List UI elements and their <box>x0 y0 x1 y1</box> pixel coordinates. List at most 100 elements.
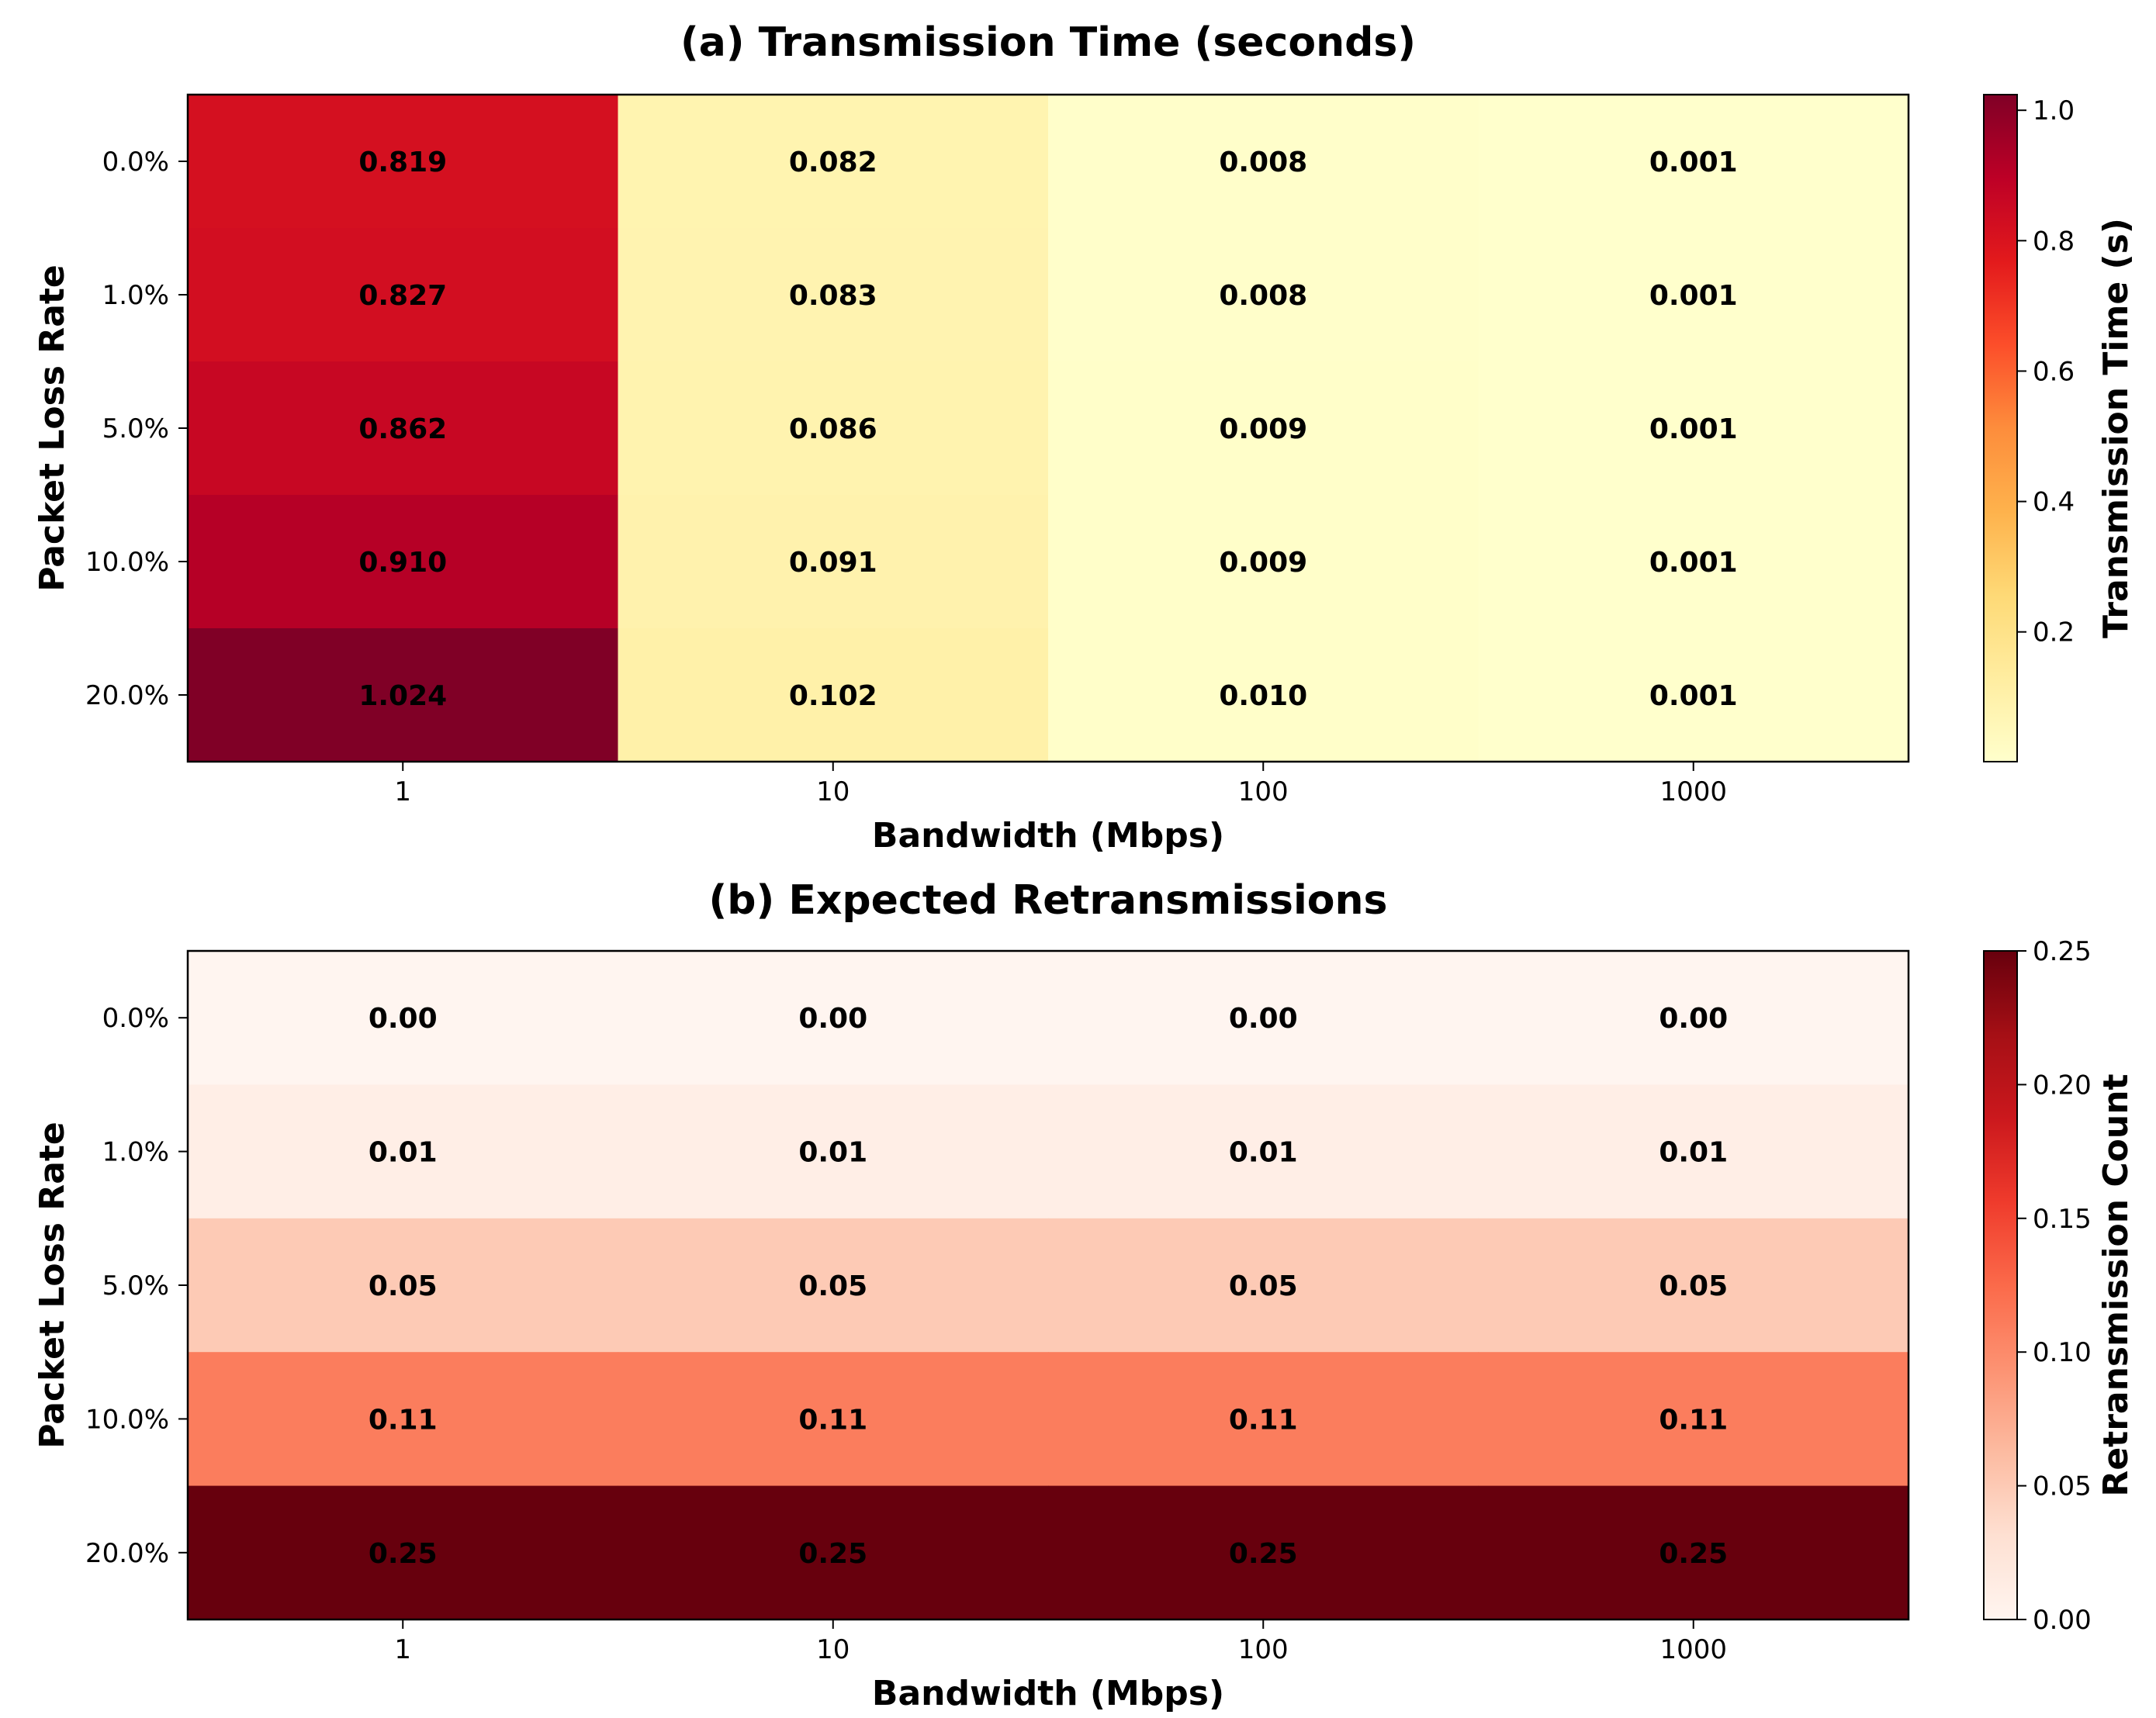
heatmap-cell <box>618 228 1049 362</box>
cell-value-label: 0.00 <box>1659 1003 1728 1035</box>
cell-value-label: 0.009 <box>1219 547 1307 579</box>
cell-value-label: 0.05 <box>1659 1270 1728 1302</box>
chart-title: (b) Expected Retransmissions <box>709 877 1388 924</box>
cell-value-label: 0.00 <box>1229 1003 1298 1035</box>
cell-value-label: 1.024 <box>358 680 447 712</box>
cell-value-label: 0.091 <box>789 547 877 579</box>
colorbar-tick-label: 0.05 <box>2033 1471 2092 1502</box>
cell-value-label: 0.010 <box>1219 680 1307 712</box>
colorbar-tick-label: 0.6 <box>2033 356 2075 387</box>
colorbar-tick-label: 1.0 <box>2033 95 2075 126</box>
heatmap-cell <box>1478 1352 1909 1487</box>
x-tick-label: 10 <box>816 1634 850 1665</box>
cell-value-label: 0.05 <box>798 1270 867 1302</box>
cell-value-label: 0.00 <box>369 1003 438 1035</box>
heatmap-cell <box>618 1352 1049 1487</box>
cell-value-label: 0.001 <box>1649 147 1738 178</box>
cell-value-label: 0.11 <box>1659 1404 1728 1436</box>
x-axis-label: Bandwidth (Mbps) <box>872 816 1224 856</box>
colorbar-tick-label: 0.8 <box>2033 226 2075 257</box>
colorbar <box>1983 950 2018 1620</box>
cell-value-label: 0.25 <box>1659 1538 1728 1570</box>
colorbar-tick-label: 0.25 <box>2033 936 2092 967</box>
x-tick-label: 1 <box>394 1634 411 1665</box>
colorbar-tick-label: 0.15 <box>2033 1204 2092 1235</box>
heatmap-cell <box>1478 228 1909 362</box>
cell-value-label: 0.083 <box>789 280 877 312</box>
cell-value-label: 0.11 <box>1229 1404 1298 1436</box>
heatmap-cell <box>188 361 619 496</box>
heatmap-cell <box>1048 1218 1479 1353</box>
cell-value-label: 0.082 <box>789 147 877 178</box>
x-tick-label: 1000 <box>1659 1634 1727 1665</box>
cell-value-label: 0.001 <box>1649 280 1738 312</box>
heatmap-cell <box>1048 361 1479 496</box>
cell-value-label: 0.05 <box>369 1270 438 1302</box>
y-axis-label: Packet Loss Rate <box>33 264 72 592</box>
heatmap-cell <box>1048 628 1479 762</box>
cell-value-label: 0.05 <box>1229 1270 1298 1302</box>
heatmap-cell <box>618 95 1049 229</box>
cell-value-label: 0.11 <box>369 1404 438 1436</box>
cell-value-label: 0.01 <box>1229 1137 1298 1169</box>
cell-value-label: 0.001 <box>1649 547 1738 579</box>
heatmap-cell <box>188 1352 619 1487</box>
y-tick-label: 0.0% <box>102 1003 169 1034</box>
y-tick-label: 10.0% <box>85 1404 169 1435</box>
heatmap-cell <box>618 361 1049 496</box>
y-tick-label: 10.0% <box>85 547 169 578</box>
cell-value-label: 0.01 <box>798 1137 867 1169</box>
heatmap-cell <box>1478 628 1909 762</box>
heatmap-cell <box>188 95 619 229</box>
colorbar-tick-label: 0.2 <box>2033 617 2075 648</box>
heatmap-cell <box>1048 951 1479 1085</box>
y-tick-label: 20.0% <box>85 1538 169 1569</box>
cell-value-label: 0.01 <box>369 1137 438 1169</box>
heatmap-cell <box>188 495 619 629</box>
heatmap-cell <box>1048 1485 1479 1620</box>
cell-value-label: 0.008 <box>1219 280 1307 312</box>
colorbar-tick-label: 0.10 <box>2033 1337 2092 1368</box>
cell-value-label: 0.086 <box>789 413 877 445</box>
y-axis-label: Packet Loss Rate <box>33 1122 72 1449</box>
heatmap-cell <box>1478 951 1909 1085</box>
cell-value-label: 0.25 <box>1229 1538 1298 1570</box>
cell-value-label: 0.00 <box>798 1003 867 1035</box>
heatmap-cell <box>618 1084 1049 1219</box>
colorbar-tick-label: 0.20 <box>2033 1070 2092 1101</box>
y-tick-label: 1.0% <box>102 280 169 311</box>
x-tick-label: 10 <box>816 776 850 807</box>
x-tick-label: 1000 <box>1659 776 1727 807</box>
x-tick-label: 100 <box>1238 776 1289 807</box>
x-axis-label: Bandwidth (Mbps) <box>872 1674 1224 1713</box>
heatmap-cell <box>1048 1084 1479 1219</box>
y-tick-label: 5.0% <box>102 1270 169 1301</box>
cell-value-label: 0.001 <box>1649 680 1738 712</box>
heatmap-cell <box>1048 495 1479 629</box>
cell-value-label: 0.11 <box>798 1404 867 1436</box>
heatmap-cell <box>188 951 619 1085</box>
colorbar <box>1983 94 2018 762</box>
heatmap-cell <box>1478 1218 1909 1353</box>
cell-value-label: 0.01 <box>1659 1137 1728 1169</box>
heatmap-cell <box>618 495 1049 629</box>
cell-value-label: 0.008 <box>1219 147 1307 178</box>
cell-value-label: 0.827 <box>358 280 447 312</box>
cell-value-label: 0.102 <box>789 680 877 712</box>
colorbar-label: Transmission Time (s) <box>2096 218 2136 638</box>
cell-value-label: 0.009 <box>1219 413 1307 445</box>
y-tick-label: 5.0% <box>102 413 169 444</box>
heatmap-cell <box>1478 95 1909 229</box>
cell-value-label: 0.910 <box>358 547 447 579</box>
cell-value-label: 0.25 <box>798 1538 867 1570</box>
heatmap-panel-b: (b) Expected Retransmissions 0.00 0.00 0.00… <box>33 877 2136 1713</box>
heatmap-cell <box>188 1218 619 1353</box>
heatmap-cell <box>1048 228 1479 362</box>
colorbar-label: Retransmission Count <box>2096 1073 2136 1496</box>
heatmap-cell <box>1478 361 1909 496</box>
heatmap-cell <box>618 1218 1049 1353</box>
heatmap-cell <box>618 951 1049 1085</box>
y-tick-label: 0.0% <box>102 147 169 178</box>
heatmap-cell <box>188 1485 619 1620</box>
